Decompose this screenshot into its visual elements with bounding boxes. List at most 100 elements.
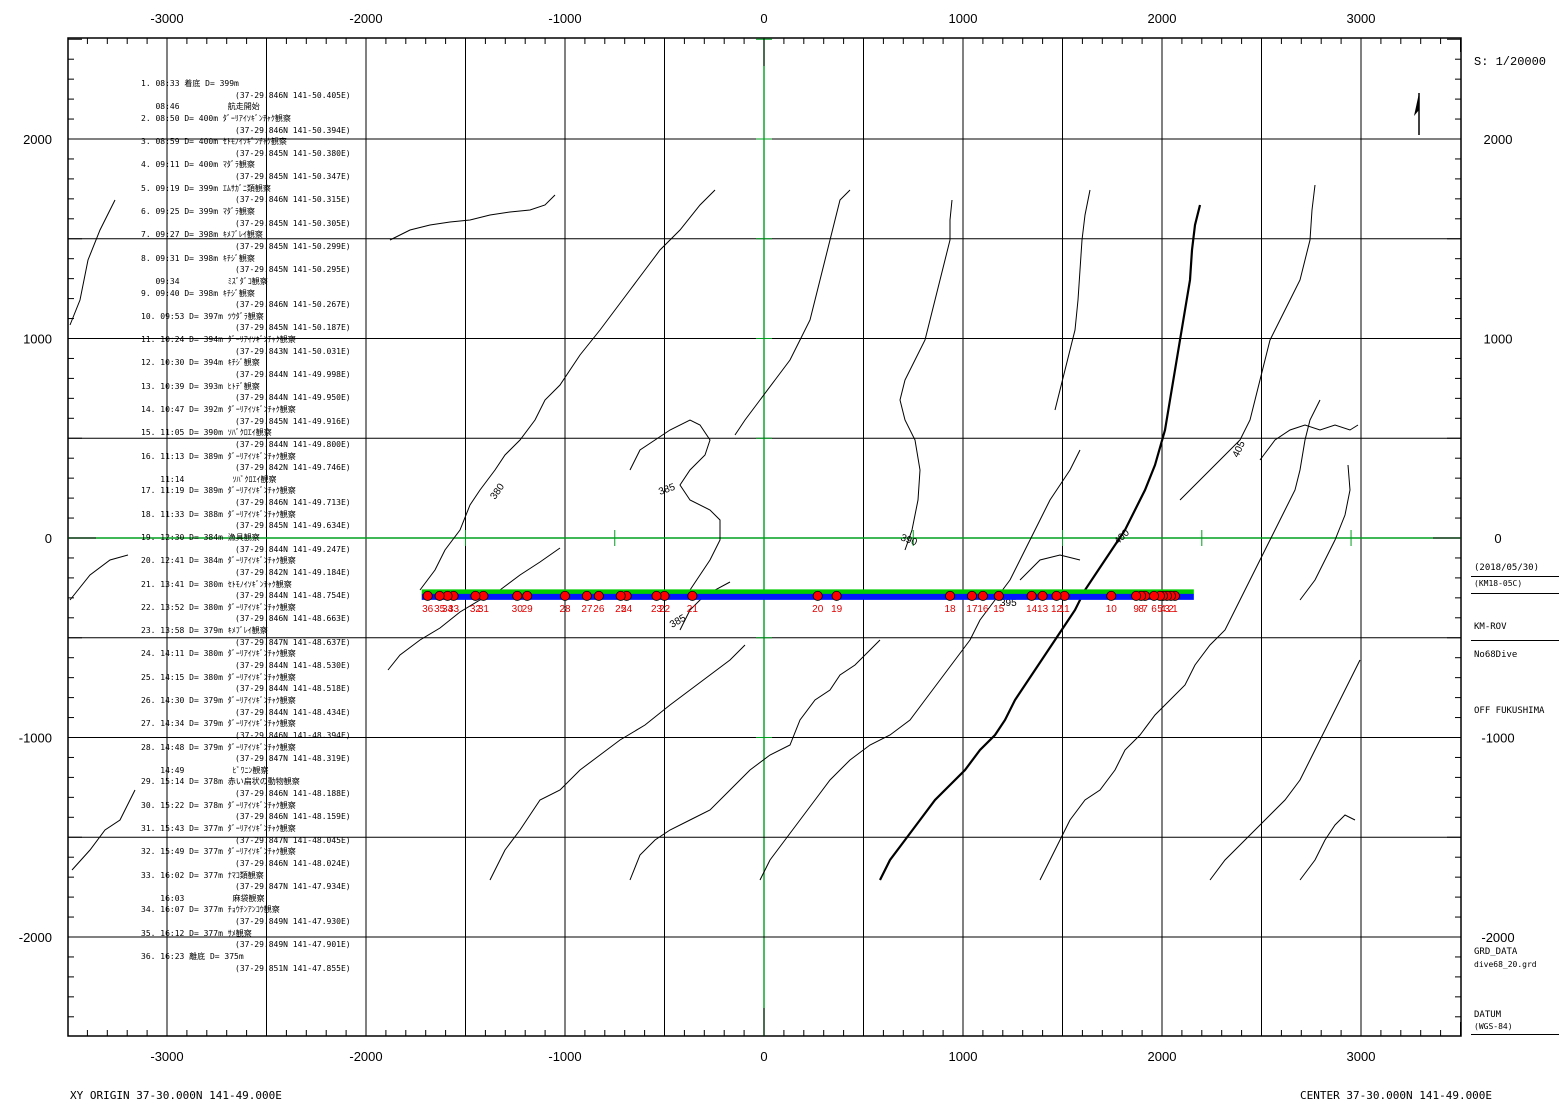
observation-marker-label: 2 — [1168, 604, 1174, 615]
contour-line — [1209, 659, 1361, 881]
log-coordinates: (37-29.847N 141-47.934E) — [235, 882, 351, 892]
divider — [1471, 1034, 1559, 1035]
north-arrow-icon — [1414, 93, 1420, 135]
log-coordinates: (37-29.844N 141-48.434E) — [235, 707, 351, 717]
log-entry: 34. 16:07 D= 377m ﾁｮｳﾁﾝｱﾝｺｳ観察 — [141, 905, 280, 915]
log-coordinates: (37-29.845N 141-50.305E) — [235, 218, 351, 228]
contour-line — [419, 189, 716, 591]
observation-marker-label: 34 — [442, 604, 454, 615]
log-entry: 36. 16:23 離底 D= 375m — [141, 952, 244, 962]
contour-line — [1054, 189, 1091, 411]
contour-line — [1299, 814, 1356, 881]
log-entry: 33. 16:02 D= 377m ﾅﾏｺ類観察 — [141, 870, 264, 880]
log-entry: 15. 11:05 D= 390m ｿﾊﾞｸﾛｴｲ観察 — [141, 428, 272, 438]
contour-label: 405 — [1231, 439, 1248, 459]
x-tick-label-bottom: -3000 — [150, 1049, 183, 1064]
log-coordinates: (37-29.846N 141-48.159E) — [235, 812, 351, 822]
dive-number: No68Dive — [1474, 650, 1518, 660]
log-coordinates: (37-29.844N 141-48.530E) — [235, 661, 351, 671]
log-entry: 08:46 航走開始 — [141, 102, 260, 112]
log-coordinates: (37-29.846N 141-50.405E) — [235, 90, 351, 100]
observation-marker — [581, 590, 592, 601]
x-tick-label-top: 2000 — [1148, 11, 1177, 26]
observation-marker-label: 29 — [522, 604, 534, 615]
observation-marker-label: 16 — [977, 604, 989, 615]
observation-marker-label: 14 — [1026, 604, 1038, 615]
observation-marker-label: 9 — [1133, 604, 1139, 615]
log-coordinates: (37-29.846N 141-48.024E) — [235, 858, 351, 868]
observation-marker-label: 33 — [448, 604, 460, 615]
x-tick-label-top: 0 — [760, 11, 767, 26]
contour-line — [1019, 554, 1081, 581]
observation-marker — [1026, 590, 1037, 601]
log-entry: 26. 14:30 D= 379m ﾀﾞｰﾘｱｲｿｷﾞﾝﾁｬｸ観察 — [141, 695, 296, 705]
contour-line — [759, 449, 1081, 881]
log-coordinates: (37-29.847N 141-48.637E) — [235, 637, 351, 647]
log-coordinates: (37-29.845N 141-49.634E) — [235, 521, 351, 531]
observation-marker-label: 10 — [1106, 604, 1118, 615]
log-entry: 25. 14:15 D= 380m ﾀﾞｰﾘｱｲｿｷﾞﾝﾁｬｸ観察 — [141, 672, 296, 682]
log-coordinates: (37-29.846N 141-50.315E) — [235, 195, 351, 205]
contour-line — [899, 199, 953, 551]
observation-marker — [512, 590, 523, 601]
observation-marker-label: 25 — [615, 604, 627, 615]
observation-marker-label: 22 — [659, 604, 671, 615]
scale-label: S: 1/20000 — [1474, 55, 1547, 69]
x-tick-label-bottom: 3000 — [1347, 1049, 1376, 1064]
observation-marker-label: 12 — [1051, 604, 1063, 615]
log-coordinates: (37-29.846N 141-48.188E) — [235, 789, 351, 799]
log-entry: 22. 13:52 D= 380m ﾀﾞｰﾘｱｲｿｷﾞﾝﾁｬｸ観察 — [141, 602, 296, 612]
log-entry: 11. 10:24 D= 394m ﾀﾞｰﾘｱｲｿｷﾞﾝﾁｬｸ観察 — [141, 335, 296, 345]
log-coordinates: (37-29.845N 141-50.299E) — [235, 241, 351, 251]
observation-marker-label: 36 — [422, 604, 434, 615]
observation-marker — [615, 590, 626, 601]
contour-line — [69, 554, 129, 601]
log-entry: 14:49 ﾋﾞﾜﾆﾝ観察 — [141, 765, 269, 775]
observation-marker — [560, 590, 571, 601]
observation-marker — [1106, 590, 1117, 601]
log-coordinates: (37-29.843N 141-50.031E) — [235, 346, 351, 356]
log-entry: 23. 13:58 D= 379m ｷﾒﾌﾞﾚｲ観察 — [141, 626, 268, 636]
contour-line — [69, 199, 116, 326]
y-tick-label-right: -1000 — [1481, 731, 1514, 746]
log-coordinates: (37-29.846N 141-50.267E) — [235, 300, 351, 310]
log-coordinates: (37-29.846N 141-48.394E) — [235, 730, 351, 740]
depth-contours — [69, 184, 1361, 881]
y-tick-label-left: -1000 — [19, 731, 52, 746]
observation-marker-label: 18 — [945, 604, 957, 615]
observation-marker-label: 31 — [478, 604, 490, 615]
y-tick-label-right: 0 — [1494, 531, 1501, 546]
log-entry: 29. 15:14 D= 378m 赤い扁状の動物観察 — [141, 777, 300, 787]
log-entry: 24. 14:11 D= 380m ﾀﾞｰﾘｱｲｿｷﾞﾝﾁｬｸ観察 — [141, 649, 296, 659]
observation-marker — [1131, 590, 1142, 601]
log-coordinates: (37-29.851N 141-47.855E) — [235, 963, 351, 973]
observation-marker-label: 24 — [621, 604, 633, 615]
log-entry: 27. 14:34 D= 379m ﾀﾞｰﾘｱｲｿｷﾞﾝﾁｬｸ観察 — [141, 719, 296, 729]
log-coordinates: (37-29.845N 141-50.295E) — [235, 265, 351, 275]
contour-line — [629, 639, 881, 881]
observation-marker — [434, 590, 445, 601]
log-entry: 10. 09:53 D= 397m ﾂｳﾀﾞﾗ観察 — [141, 311, 264, 321]
log-coordinates: (37-29.845N 141-50.347E) — [235, 172, 351, 182]
observation-marker — [993, 590, 1004, 601]
observation-marker — [945, 590, 956, 601]
log-coordinates: (37-29.847N 141-48.045E) — [235, 835, 351, 845]
log-coordinates: (37-29.846N 141-49.713E) — [235, 498, 351, 508]
log-coordinates: (37-29.844N 141-49.998E) — [235, 370, 351, 380]
log-entry: 20. 12:41 D= 384m ﾀﾞｰﾘｱｲｿｷﾞﾝﾁｬｸ観察 — [141, 556, 296, 566]
grid-lines — [68, 38, 1461, 1036]
observation-marker-label: 20 — [812, 604, 824, 615]
x-tick-label-top: -2000 — [349, 11, 382, 26]
log-coordinates: (37-29.846N 141-50.394E) — [235, 125, 351, 135]
observation-marker — [522, 590, 533, 601]
contour-line — [387, 547, 561, 671]
observation-marker — [1037, 590, 1048, 601]
contour-400 — [879, 204, 1202, 881]
observation-marker-label: 4 — [1160, 604, 1166, 615]
xy-origin-label: XY ORIGIN 37-30.000N 141-49.000E — [70, 1089, 282, 1102]
observation-marker-label: 23 — [651, 604, 663, 615]
log-entry: 1. 08:33 着底 D= 399m — [141, 79, 239, 88]
contour-label: 380 — [488, 481, 507, 501]
observation-marker — [977, 590, 988, 601]
